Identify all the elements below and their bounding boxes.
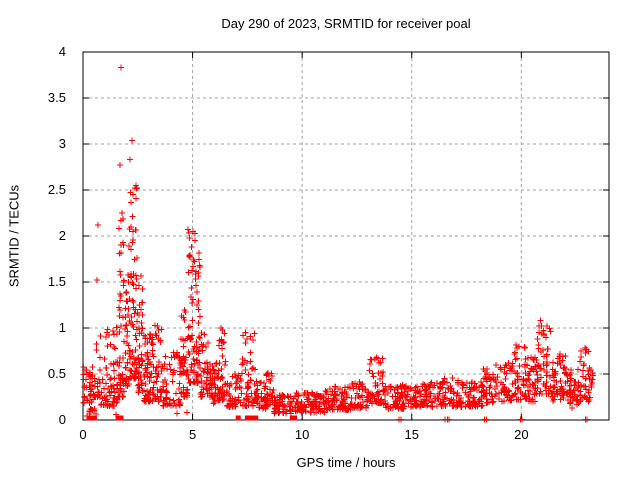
chart-title: Day 290 of 2023, SRMTID for receiver poa… <box>221 16 471 31</box>
x-tick-label: 0 <box>79 427 87 442</box>
y-tick-label: 2 <box>58 228 66 243</box>
y-tick-label: 0 <box>58 412 66 427</box>
x-tick-label: 10 <box>294 427 310 442</box>
y-tick-label: 1.5 <box>47 274 66 289</box>
x-tick-label: 15 <box>404 427 419 442</box>
y-tick-label: 0.5 <box>47 366 66 381</box>
y-tick-label: 1 <box>58 320 66 335</box>
y-tick-label: 3 <box>58 136 66 151</box>
x-tick-label: 5 <box>188 427 197 442</box>
y-tick-label: 2.5 <box>47 182 66 197</box>
x-tick-label: 20 <box>514 427 529 442</box>
y-tick-label: 4 <box>58 44 66 59</box>
x-axis-label: GPS time / hours <box>296 455 396 470</box>
y-tick-label: 3.5 <box>47 90 66 105</box>
